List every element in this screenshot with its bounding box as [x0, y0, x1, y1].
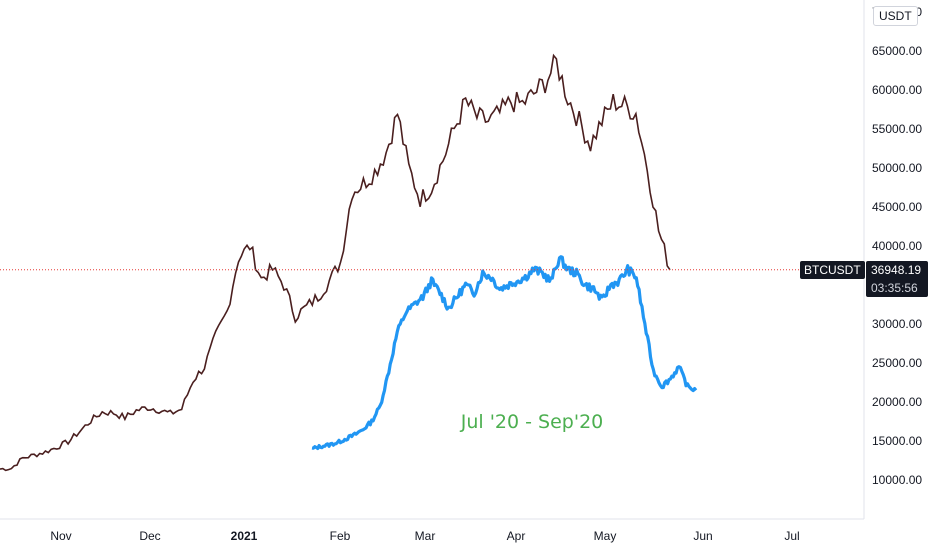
y-tick-label: 15000.00 — [872, 434, 922, 448]
y-tick-label: 45000.00 — [872, 200, 922, 214]
y-tick-label: 55000.00 — [872, 122, 922, 136]
time-axis[interactable]: Nov Dec 2021 Feb Mar Apr May Jun Jul — [50, 529, 799, 543]
y-tick-label: 25000.00 — [872, 356, 922, 370]
x-tick-label: Jun — [693, 529, 712, 543]
y-tick-label: 20000.00 — [872, 395, 922, 409]
last-price-label: 36948.19 03:35:56 — [866, 261, 928, 297]
x-tick-label: 2021 — [231, 529, 258, 543]
x-tick-label: Dec — [139, 529, 160, 543]
overlay-annotation: Jul '20 - Sep'20 — [460, 411, 604, 433]
y-tick-label: 10000.00 — [872, 473, 922, 487]
x-tick-label: Apr — [507, 529, 526, 543]
x-tick-label: Jul — [784, 529, 799, 543]
price-area — [0, 53, 671, 472]
x-tick-label: May — [594, 529, 617, 543]
symbol-label: BTCUSDT — [800, 261, 865, 279]
x-tick-label: Nov — [50, 529, 71, 543]
price-series-line — [0, 53, 671, 472]
y-tick-label: 50000.00 — [872, 161, 922, 175]
y-tick-label: 40000.00 — [872, 239, 922, 253]
y-tick-label: 60000.00 — [872, 83, 922, 97]
y-tick-label: 65000.00 — [872, 44, 922, 58]
last-price-value: 36948.19 — [871, 263, 922, 277]
currency-badge[interactable]: USDT — [873, 6, 918, 26]
overlay-area — [311, 255, 698, 451]
x-tick-label: Mar — [415, 529, 436, 543]
y-tick-label: 30000.00 — [872, 317, 922, 331]
x-tick-label: Feb — [330, 529, 351, 543]
price-axis[interactable]: 10000.00 15000.00 20000.00 25000.00 30000.00… — [872, 5, 922, 487]
overlay-series-line — [311, 255, 698, 451]
candle-countdown: 03:35:56 — [871, 281, 918, 295]
